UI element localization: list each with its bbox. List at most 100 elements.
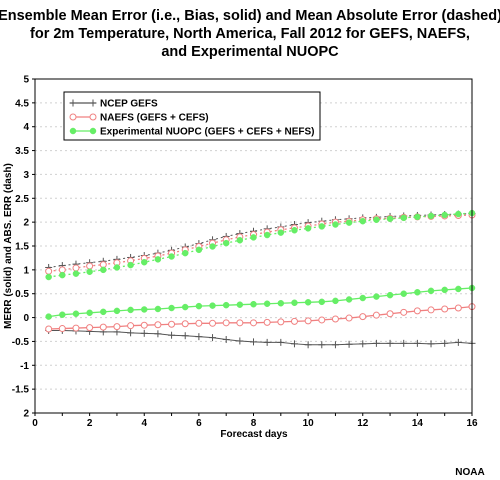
data-point-mae	[59, 271, 66, 279]
data-point-bias	[345, 296, 353, 303]
series-line-mae	[48, 212, 473, 278]
data-point-bias	[181, 303, 189, 311]
data-point-mae	[113, 264, 121, 271]
x-tick-label: 16	[466, 418, 478, 429]
data-point-bias	[400, 339, 408, 347]
data-point-bias	[195, 319, 203, 327]
data-point-bias	[318, 298, 326, 306]
legend-label: NCEP GEFS	[100, 99, 158, 110]
data-point-bias	[263, 300, 271, 307]
data-point-bias	[441, 305, 449, 313]
y-tick-label: 1	[23, 265, 29, 276]
data-point-bias	[277, 300, 285, 307]
data-point-bias	[209, 334, 217, 342]
y-tick-label: 1.5	[15, 242, 29, 253]
legend-label: Experimental NUOPC (GEFS + CEFS + NEFS)	[100, 127, 315, 138]
data-point-bias	[427, 306, 435, 314]
data-point-bias	[154, 305, 162, 313]
series-line-mae	[48, 213, 473, 268]
data-point-mae	[455, 210, 462, 218]
data-point-bias	[372, 311, 380, 319]
data-point-mae	[86, 262, 94, 270]
data-point-bias	[99, 323, 107, 331]
data-point-bias	[441, 339, 449, 347]
data-point-bias	[72, 324, 80, 332]
y-tick-label: 3	[23, 170, 29, 181]
legend: NCEP GEFS NAEFS (GEFS + CEFS) Experimental…	[63, 91, 321, 141]
data-point-bias	[181, 332, 189, 340]
data-point-bias	[154, 321, 162, 329]
data-point-bias	[386, 310, 394, 318]
data-point-bias	[222, 301, 230, 309]
data-point-mae	[168, 253, 175, 260]
data-point-mae	[100, 266, 107, 274]
x-tick-label: 14	[412, 418, 424, 429]
data-point-bias	[127, 322, 135, 330]
data-point-bias	[113, 323, 121, 331]
x-tick-label: 2	[87, 418, 93, 429]
data-point-mae	[400, 214, 407, 222]
data-point-mae	[386, 215, 394, 223]
x-axis-ticks: 0 2 4 6 8 10 12 14 16	[32, 413, 478, 429]
data-point-bias	[332, 297, 339, 305]
data-point-bias	[250, 319, 257, 327]
data-point-bias	[318, 316, 326, 324]
data-point-bias	[141, 306, 148, 313]
data-point-bias	[154, 330, 162, 338]
series-line-bias	[48, 329, 473, 346]
data-point-bias	[277, 338, 285, 346]
data-point-bias	[181, 320, 189, 328]
data-point-bias	[250, 338, 257, 346]
x-tick-label: 10	[303, 418, 315, 429]
data-point-bias	[373, 293, 380, 300]
x-tick-label: 4	[141, 418, 147, 429]
y-tick-label: 3.5	[15, 146, 29, 157]
data-point-bias	[400, 290, 407, 297]
data-point-bias	[140, 321, 148, 329]
data-point-mae	[263, 231, 271, 239]
data-point-mae	[72, 264, 80, 272]
y-tick-label: -1	[20, 361, 29, 372]
legend-marker	[69, 127, 77, 135]
data-point-mae	[141, 258, 148, 266]
data-point-bias	[59, 311, 66, 318]
data-point-bias	[168, 320, 176, 328]
data-point-bias	[277, 318, 285, 326]
data-point-mae	[181, 249, 189, 257]
data-point-bias	[222, 319, 230, 327]
credit-label: NOAA	[455, 467, 484, 478]
data-point-mae	[45, 267, 53, 275]
legend-item: Experimental NUOPC (GEFS + CEFS + NEFS)	[69, 127, 315, 138]
data-point-bias	[127, 306, 134, 314]
chart-title-line-3: and Experimental NUOPC	[161, 44, 339, 60]
legend-marker	[89, 127, 97, 135]
data-point-bias	[100, 308, 107, 316]
legend-marker	[89, 113, 97, 121]
data-point-bias	[236, 337, 244, 345]
legend-item: NAEFS (GEFS + CEFS)	[69, 113, 209, 124]
data-point-bias	[236, 301, 244, 308]
data-point-bias	[454, 304, 462, 312]
data-point-bias	[454, 338, 462, 346]
data-point-mae	[373, 216, 380, 224]
data-point-bias	[441, 286, 448, 294]
data-point-bias	[290, 317, 298, 325]
y-tick-label: 2.5	[15, 194, 29, 205]
data-point-bias	[140, 329, 148, 337]
data-point-bias	[400, 308, 408, 316]
grid-lines	[35, 102, 472, 390]
y-tick-label: 2	[23, 409, 29, 420]
data-point-mae	[236, 237, 244, 244]
data-point-mae	[127, 261, 134, 269]
y-tick-label: 4.5	[15, 98, 29, 109]
data-point-bias	[372, 339, 380, 347]
y-tick-label: 0.5	[15, 289, 29, 300]
legend-marker	[69, 99, 77, 107]
data-point-bias	[45, 325, 53, 333]
data-point-bias	[113, 307, 121, 315]
x-tick-label: 8	[251, 418, 257, 429]
data-point-mae	[45, 273, 52, 281]
data-point-mae	[209, 243, 216, 250]
data-point-bias	[86, 309, 93, 317]
data-point-mae	[72, 270, 80, 277]
